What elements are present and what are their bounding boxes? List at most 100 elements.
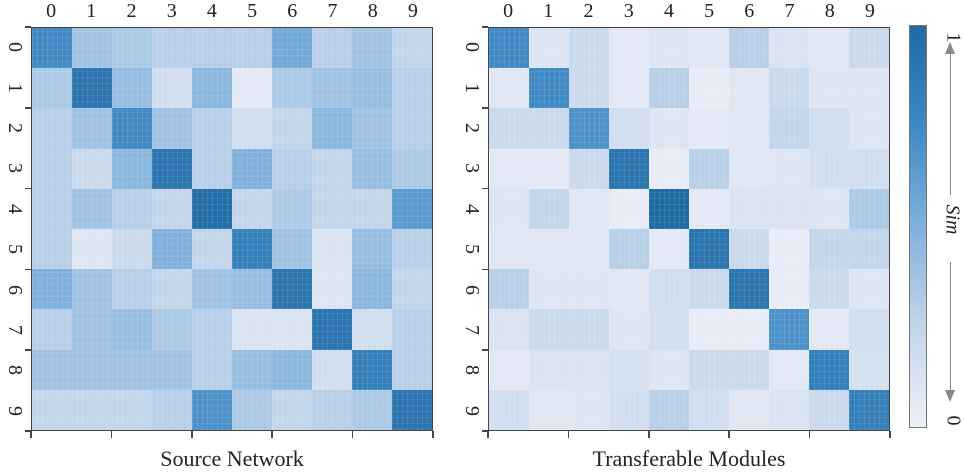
heatmap-cell (729, 229, 769, 270)
heatmap-cell (849, 28, 889, 69)
heatmap-cell (352, 309, 392, 350)
heatmap-cell (72, 349, 112, 391)
heatmap-cell (312, 28, 352, 69)
heatmap-cell (272, 148, 312, 190)
heatmap-cell (729, 188, 769, 230)
heatmap-cell (272, 309, 312, 350)
heatmap-cell (569, 309, 609, 350)
heatmap-cell (609, 28, 649, 69)
heatmap-cell (809, 68, 849, 109)
heatmap-cell (689, 188, 729, 230)
heatmap-cell (392, 108, 432, 149)
y-tick (482, 187, 488, 190)
heatmap-cell (352, 229, 392, 270)
heatmap-cell (729, 349, 769, 391)
heatmap-cell (192, 389, 232, 431)
x-tick-label: 4 (206, 0, 217, 22)
x-tick-label: 7 (784, 0, 795, 22)
heatmap-cell (809, 108, 849, 149)
heatmap-cell (849, 108, 889, 149)
heatmap-cell (32, 309, 72, 350)
heatmap-cell (392, 229, 432, 270)
heatmap-cell (769, 28, 809, 69)
heatmap-cell (689, 269, 729, 310)
heatmap-cell (312, 389, 352, 431)
heatmap-cell (152, 309, 192, 350)
y-tick-label: 5 (461, 244, 483, 255)
heatmap-cell (232, 148, 272, 190)
x-tick-label: 8 (824, 0, 835, 22)
heatmap-cell (152, 148, 192, 190)
heatmap-cell (809, 349, 849, 391)
heatmap-cell (769, 349, 809, 391)
heatmap-cell (112, 349, 152, 391)
heatmap-cell (489, 309, 529, 350)
heatmap-cell (72, 269, 112, 310)
heatmap-cell (849, 229, 889, 270)
y-tick-label: 4 (461, 203, 483, 214)
heatmap-cell (529, 349, 569, 391)
y-tick-label: 2 (461, 123, 483, 133)
heatmap-cell (529, 309, 569, 350)
heatmap-cell (489, 389, 529, 431)
heatmap-cell (769, 229, 809, 270)
x-tick-label: 7 (327, 0, 338, 22)
heatmap-cell (272, 68, 312, 109)
heatmap-cell (272, 269, 312, 310)
heatmap-cell (569, 229, 609, 270)
heatmap-cell (569, 349, 609, 391)
heatmap-cell (152, 349, 192, 391)
y-tick (482, 107, 488, 109)
heatmap-cell (609, 68, 649, 109)
heatmap-cell (809, 28, 849, 69)
heatmap-cell (232, 269, 272, 310)
heatmap-cell (392, 68, 432, 109)
heatmap-cell (32, 229, 72, 270)
x-tick (30, 431, 32, 438)
heatmap-cell (529, 108, 569, 149)
heatmap-cell (689, 349, 729, 391)
x-tick-label: 1 (543, 0, 554, 22)
heatmap-cell (569, 269, 609, 310)
heatmap-cell (392, 28, 432, 69)
heatmap-cell (312, 148, 352, 190)
x-tick-label: 2 (583, 0, 594, 22)
heatmap-cell (529, 28, 569, 69)
heatmap-cell (609, 148, 649, 190)
y-tick (25, 107, 31, 109)
y-tick (25, 26, 31, 28)
heatmap-cell (649, 269, 689, 310)
colorbar (909, 25, 927, 428)
x-tick (648, 431, 650, 438)
heatmap-cell (392, 389, 432, 431)
heatmap-cell (232, 188, 272, 230)
heatmap-cell (312, 269, 352, 310)
heatmap-cell (489, 229, 529, 270)
heatmap-cell (352, 188, 392, 230)
x-tick (728, 431, 730, 438)
panel-title: Source Network (160, 446, 304, 471)
x-tick-label: 4 (663, 0, 674, 22)
heatmap-cell (112, 148, 152, 190)
x-tick-label: 3 (623, 0, 634, 22)
heatmap-cell (272, 28, 312, 69)
heatmap-cell (809, 148, 849, 190)
heatmap-cell (569, 148, 609, 190)
panel-title: Transferable Modules (592, 446, 786, 471)
x-tick-label: 1 (86, 0, 97, 22)
heatmap-cell (32, 148, 72, 190)
heatmap-cell (32, 269, 72, 310)
heatmap-cell (849, 188, 889, 230)
heatmap-cell (689, 148, 729, 190)
heatmap-cell (352, 148, 392, 190)
y-tick (25, 268, 31, 271)
heatmap-cell (649, 68, 689, 109)
heatmap-cell (569, 188, 609, 230)
colorbar-title: Sim (941, 204, 964, 235)
x-tick (487, 431, 489, 438)
heatmap-cell (152, 389, 192, 431)
heatmap-cell (809, 188, 849, 230)
heatmap-cell (192, 148, 232, 190)
heatmap-cell (649, 229, 689, 270)
